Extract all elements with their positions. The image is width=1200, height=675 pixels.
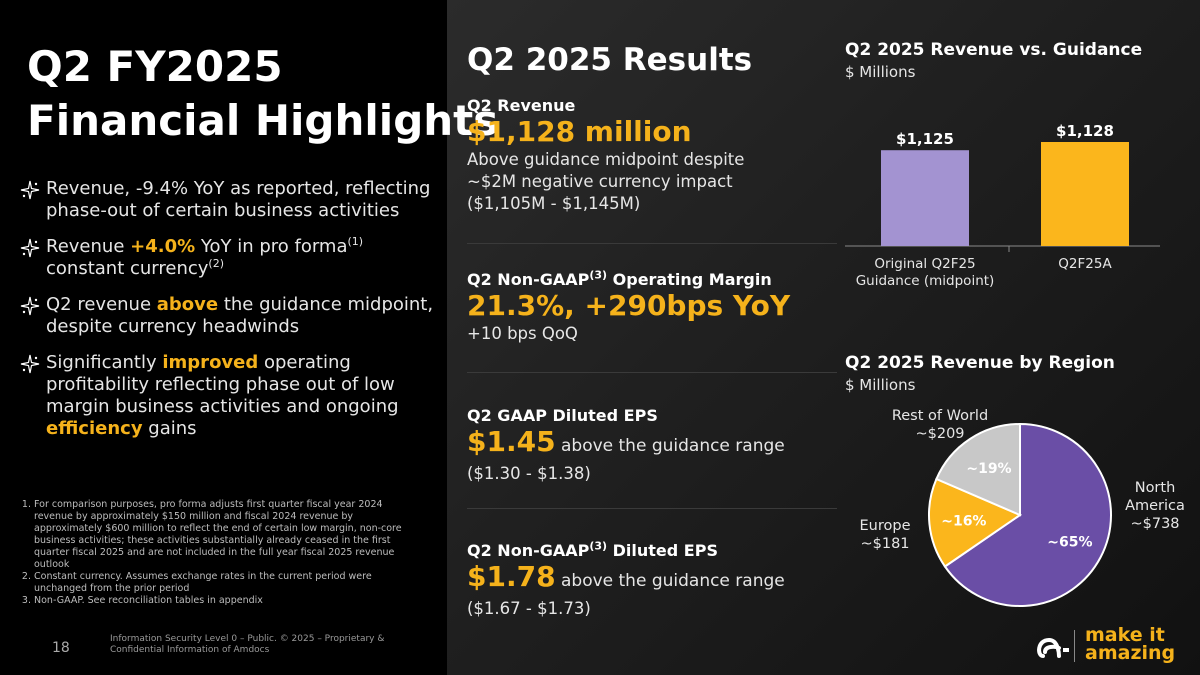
tagline-line: make it — [1085, 624, 1165, 646]
page-title-line2: Financial Highlights — [27, 96, 499, 145]
highlight-text: operating profitability reflecting phase… — [46, 352, 399, 417]
metric-value: $1,128 million — [467, 115, 692, 148]
metric-gaap-eps: Q2 GAAP Diluted EPS $1.45 above the guid… — [467, 406, 807, 485]
metric-revenue: Q2 Revenue $1,128 million Above guidance… — [467, 96, 807, 215]
x-tick-label: Q2F25A — [1058, 256, 1112, 272]
highlights-list: Revenue, -9.4% YoY as reported, reflecti… — [20, 178, 440, 454]
page-title-line1: Q2 FY2025 — [27, 42, 283, 91]
label-part: Q2 Non-GAAP — [467, 541, 590, 560]
footnote-ref: (1) — [347, 235, 364, 248]
sparkle-icon — [20, 180, 40, 200]
pie-value-label: ~$209 — [915, 426, 964, 442]
results-title: Q2 2025 Results — [467, 42, 753, 78]
highlight-accent: improved — [162, 352, 259, 373]
footnote-ref: (3) — [589, 539, 608, 553]
bar-chart-subtitle: $ Millions — [845, 63, 916, 81]
revenue-region-pie-chart: ~65% North America ~$738 ~16% Europe ~$181 ~19%… — [860, 408, 1185, 607]
metric-value: $1.45 above the guidance range — [467, 425, 807, 463]
highlight-text: YoY in pro forma — [195, 236, 348, 257]
highlight-guidance: Q2 revenue above the guidance midpoint, … — [20, 294, 440, 338]
pie-region-label: Europe — [860, 518, 911, 534]
tagline-line: amazing — [1085, 642, 1176, 664]
metric-label: Q2 Non-GAAP(3) Diluted EPS — [467, 541, 807, 560]
x-tick-label: Guidance (midpoint) — [856, 273, 995, 289]
metric-desc: ($1.67 - $1.73) — [467, 599, 591, 618]
metric-nongaap-eps: Q2 Non-GAAP(3) Diluted EPS $1.78 above t… — [467, 541, 807, 620]
footnote: For comparison purposes, pro forma adjus… — [34, 499, 424, 571]
sparkle-icon — [20, 238, 40, 258]
eps-value: $1.78 — [467, 560, 556, 593]
pie-slice — [928, 477, 1023, 568]
pie-region-label: America — [1125, 498, 1185, 514]
metric-desc: Above guidance midpoint despite ~$2M neg… — [467, 150, 745, 213]
pie-value-label: ~$181 — [860, 536, 909, 552]
page-number: 18 — [52, 640, 70, 656]
highlights-panel — [0, 0, 447, 675]
pie-percent-label: ~65% — [1047, 534, 1092, 550]
pie-region-label: North — [1135, 480, 1176, 496]
highlight-text: gains — [142, 418, 197, 439]
metric-desc: +10 bps QoQ — [467, 324, 578, 343]
x-tick-label: Original Q2F25 — [874, 256, 975, 272]
pie-slice — [943, 422, 1112, 607]
pie-chart-subtitle: $ Millions — [845, 376, 916, 394]
sparkle-icon — [20, 296, 40, 316]
pie-value-label: ~$738 — [1130, 516, 1179, 532]
bar-data-label: $1,125 — [896, 130, 954, 148]
highlight-accent: +4.0% — [130, 236, 196, 257]
amdocs-logo — [1037, 637, 1069, 658]
sparkle-icon — [20, 354, 40, 374]
logo-divider — [1074, 630, 1075, 662]
footnote: Non-GAAP. See reconciliation tables in a… — [34, 595, 424, 607]
pie-slice — [935, 422, 1021, 517]
eps-note: above the guidance range — [555, 571, 785, 591]
metric-value: 21.3%, +290bps YoY — [467, 289, 791, 322]
pie-chart-title: Q2 2025 Revenue by Region — [845, 353, 1115, 373]
pie-region-label: Rest of World — [892, 408, 988, 424]
metric-label: Q2 GAAP Diluted EPS — [467, 406, 658, 425]
footnote-ref: (3) — [589, 268, 608, 282]
highlight-text: Revenue — [46, 236, 131, 257]
pie-percent-label: ~19% — [966, 461, 1011, 477]
divider — [467, 508, 837, 509]
bar-data-label: $1,128 — [1056, 122, 1114, 140]
footnote: Constant currency. Assumes exchange rate… — [34, 571, 424, 595]
bar — [1041, 142, 1129, 246]
eps-note: above the guidance range — [555, 436, 785, 456]
label-part: Diluted EPS — [607, 541, 718, 560]
divider — [467, 243, 837, 244]
highlight-revenue-proforma: Revenue +4.0% YoY in pro forma(1) consta… — [20, 236, 440, 280]
highlight-text: the guidance midpoint, despite currency … — [46, 294, 434, 337]
bar-chart-title: Q2 2025 Revenue vs. Guidance — [845, 40, 1143, 60]
metric-desc: ($1.30 - $1.38) — [467, 464, 591, 483]
footnotes: For comparison purposes, pro forma adjus… — [20, 499, 424, 607]
highlight-accent: efficiency — [46, 418, 143, 439]
divider — [467, 372, 837, 373]
pie-percent-label: ~16% — [941, 513, 986, 529]
label-part: Q2 Non-GAAP — [467, 270, 590, 289]
highlight-text: constant currency — [46, 258, 209, 279]
brand-tagline: make it amazing — [1085, 624, 1176, 664]
highlight-revenue-reported: Revenue, -9.4% YoY as reported, reflecti… — [20, 178, 440, 222]
eps-value: $1.45 — [467, 425, 556, 458]
highlight-text: Q2 revenue — [46, 294, 157, 315]
bar — [881, 150, 969, 246]
highlight-text: Revenue, -9.4% YoY as reported, reflecti… — [46, 178, 431, 221]
label-part: Operating Margin — [607, 270, 772, 289]
metric-operating-margin: Q2 Non-GAAP(3) Operating Margin 21.3%, +… — [467, 270, 807, 345]
classification-notice: Information Security Level 0 – Public. ©… — [110, 634, 385, 655]
page-title: Q2 FY2025 Financial Highlights — [27, 40, 498, 148]
metric-label: Q2 Non-GAAP(3) Operating Margin — [467, 270, 807, 289]
metric-value: $1.78 above the guidance range — [467, 560, 807, 598]
highlight-accent: above — [156, 294, 219, 315]
highlight-profitability: Significantly improved operating profita… — [20, 352, 440, 440]
highlight-text: Significantly — [46, 352, 163, 373]
footnote-ref: (2) — [208, 257, 224, 270]
metric-label: Q2 Revenue — [467, 96, 576, 115]
